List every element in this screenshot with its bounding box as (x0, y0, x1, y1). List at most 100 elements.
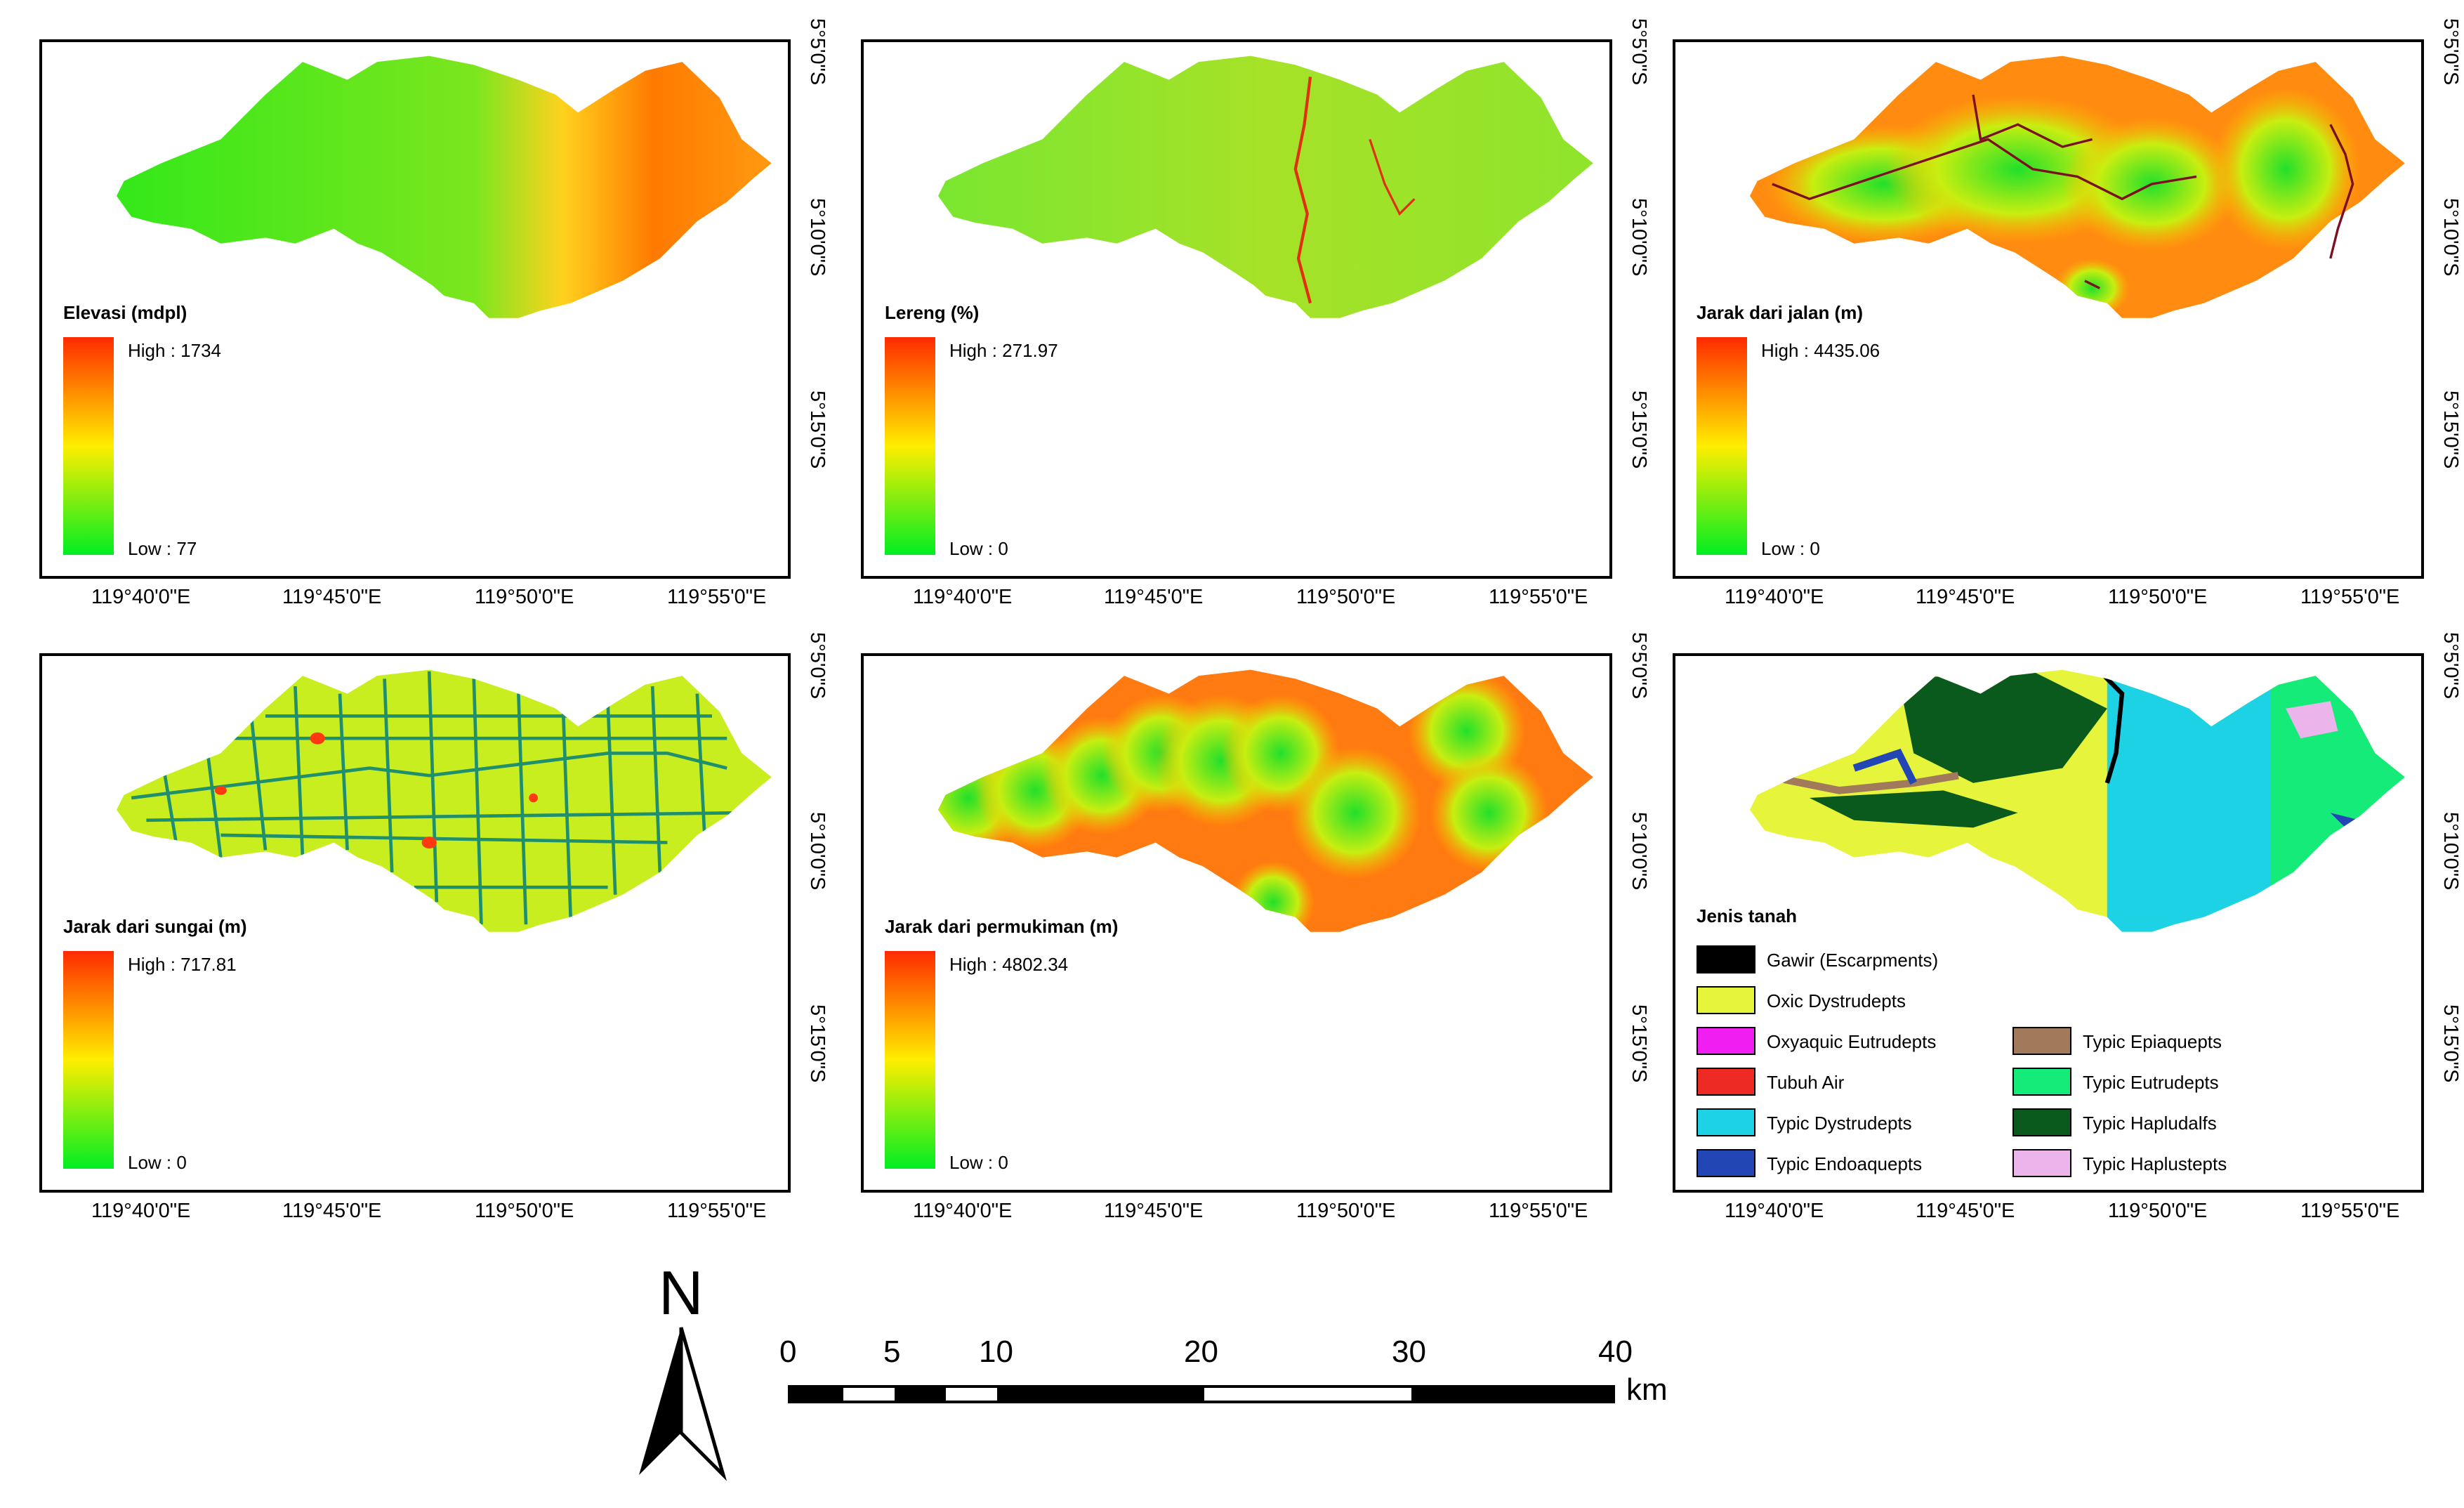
map-panel-slope: Lereng (%) High : 271.97 Low : 0 (861, 39, 1612, 579)
x-tick-label: 119°50'0"E (2108, 1200, 2208, 1222)
x-tick-label: 119°55'0"E (667, 1200, 767, 1222)
x-tick-label: 119°50'0"E (2108, 586, 2208, 608)
legend-label: Tubuh Air (1767, 1072, 1845, 1093)
x-tick-label: 119°45'0"E (282, 586, 382, 608)
legend-color-ramp (63, 337, 114, 555)
steep-ridge (1293, 77, 1312, 304)
road-line (1772, 138, 2197, 201)
legend-swatch (2012, 1068, 2071, 1096)
x-tick-label: 119°40'0"E (1725, 1200, 1824, 1222)
legend-title: Jenis tanah (1697, 905, 1798, 926)
north-arrow-icon (639, 1327, 727, 1481)
legend-low: Low : 0 (949, 538, 1008, 559)
scale-unit: km (1626, 1372, 1668, 1407)
legend-swatch (2012, 1027, 2071, 1055)
x-tick-label: 119°45'0"E (282, 1200, 382, 1222)
legend-swatch (1697, 1068, 1755, 1096)
soil-type-map (1749, 669, 2405, 932)
y-tick-label: 5°15'0"S (1628, 1004, 1650, 1083)
x-tick-label: 119°45'0"E (1916, 586, 2015, 608)
legend-color-ramp (63, 951, 114, 1169)
legend-swatch (1697, 986, 1755, 1014)
y-tick-label: 5°10'0"S (2439, 198, 2462, 277)
x-tick-label: 119°55'0"E (1489, 1200, 1588, 1222)
x-tick-label: 119°45'0"E (1104, 586, 1204, 608)
legend-label: Typic Endoaquepts (1767, 1153, 1923, 1174)
legend-high: High : 1734 (128, 340, 221, 361)
legend-title: Elevasi (mdpl) (63, 302, 187, 323)
scale-tick-label: 10 (979, 1335, 1013, 1369)
legend-high: High : 717.81 (128, 954, 237, 975)
x-tick-label: 119°50'0"E (475, 1200, 574, 1222)
y-tick-label: 5°5'0"S (806, 632, 829, 700)
scale-segment (946, 1388, 997, 1401)
x-tick-label: 119°40'0"E (1725, 586, 1824, 608)
y-tick-label: 5°5'0"S (806, 18, 829, 86)
x-tick-label: 119°45'0"E (1916, 1200, 2015, 1222)
x-tick-label: 119°55'0"E (2300, 586, 2400, 608)
y-tick-label: 5°15'0"S (1628, 391, 1650, 469)
soil-legend: Gawir (Escarpments) Oxic Dystrudepts Oxy… (1697, 945, 2328, 1184)
legend-color-ramp (885, 951, 935, 1169)
map-panel-river-distance: Jarak dari sungai (m) High : 717.81 Low … (39, 653, 791, 1193)
road-line (1972, 94, 2093, 148)
scale-segment (1204, 1388, 1411, 1401)
legend-low: Low : 0 (1761, 538, 1820, 559)
legend-low: Low : 77 (128, 538, 197, 559)
map-panel-soil-type: Jenis tanah Gawir (Escarpments) Oxic Dys… (1673, 653, 2424, 1193)
map-panel-elevation: Elevasi (mdpl) High : 1734 Low : 77 (39, 39, 791, 579)
legend-swatch (1697, 945, 1755, 973)
legend-swatch (1697, 1027, 1755, 1055)
y-tick-label: 5°15'0"S (806, 1004, 829, 1083)
legend-label: Gawir (Escarpments) (1767, 950, 1939, 971)
y-tick-label: 5°10'0"S (806, 812, 829, 891)
y-tick-label: 5°10'0"S (2439, 812, 2462, 891)
y-tick-label: 5°15'0"S (2439, 1004, 2462, 1083)
scale-segment (791, 1388, 843, 1401)
y-tick-label: 5°5'0"S (1628, 632, 1650, 700)
legend-color-ramp (1697, 337, 1747, 555)
legend-label: Oxic Dystrudepts (1767, 990, 1906, 1011)
watershed-shape (938, 55, 1593, 318)
legend-title: Lereng (%) (885, 302, 980, 323)
settlement-distance-map (937, 669, 1593, 932)
y-tick-label: 5°10'0"S (1628, 812, 1650, 891)
x-tick-label: 119°50'0"E (475, 586, 574, 608)
legend-label: Typic Dystrudepts (1767, 1113, 1912, 1134)
x-tick-label: 119°40'0"E (913, 1200, 1013, 1222)
x-tick-label: 119°50'0"E (1296, 1200, 1396, 1222)
x-tick-label: 119°50'0"E (1296, 586, 1396, 608)
legend-color-ramp (885, 337, 935, 555)
watershed-shape (117, 55, 772, 318)
scale-segment (1411, 1388, 1612, 1401)
legend-label: Typic Epiaquepts (2083, 1031, 2222, 1052)
slope-map (938, 55, 1593, 318)
legend-label: Typic Eutrudepts (2083, 1072, 2219, 1093)
scale-segment (843, 1388, 895, 1401)
road-line (2084, 280, 2100, 289)
y-tick-label: 5°5'0"S (2439, 632, 2462, 700)
y-tick-label: 5°15'0"S (806, 391, 829, 469)
legend-label: Typic Hapludalfs (2083, 1113, 2217, 1134)
road-line (2329, 124, 2354, 259)
elevation-map (117, 55, 772, 318)
x-tick-label: 119°55'0"E (667, 586, 767, 608)
legend-high: High : 4435.06 (1761, 340, 1880, 361)
x-tick-label: 119°55'0"E (1489, 586, 1588, 608)
y-tick-label: 5°5'0"S (1628, 18, 1650, 86)
x-tick-label: 119°40'0"E (91, 1200, 191, 1222)
scale-tick-label: 40 (1598, 1335, 1633, 1369)
legend-title: Jarak dari jalan (m) (1697, 302, 1863, 323)
y-tick-label: 5°10'0"S (806, 198, 829, 277)
legend-high: High : 271.97 (949, 340, 1058, 361)
river-distance-map (117, 669, 772, 932)
north-label: N (659, 1258, 704, 1327)
scale-bar: 0 5 10 20 30 40 km (779, 1335, 1699, 1419)
legend-title: Jarak dari sungai (m) (63, 916, 247, 937)
legend-title: Jarak dari permukiman (m) (885, 916, 1119, 937)
map-panel-settlement-distance: Jarak dari permukiman (m) High : 4802.34… (861, 653, 1612, 1193)
scale-bar-segments (788, 1385, 1615, 1403)
legend-swatch (1697, 1108, 1755, 1136)
scale-segment (997, 1388, 1204, 1401)
scale-tick-label: 5 (883, 1335, 901, 1369)
